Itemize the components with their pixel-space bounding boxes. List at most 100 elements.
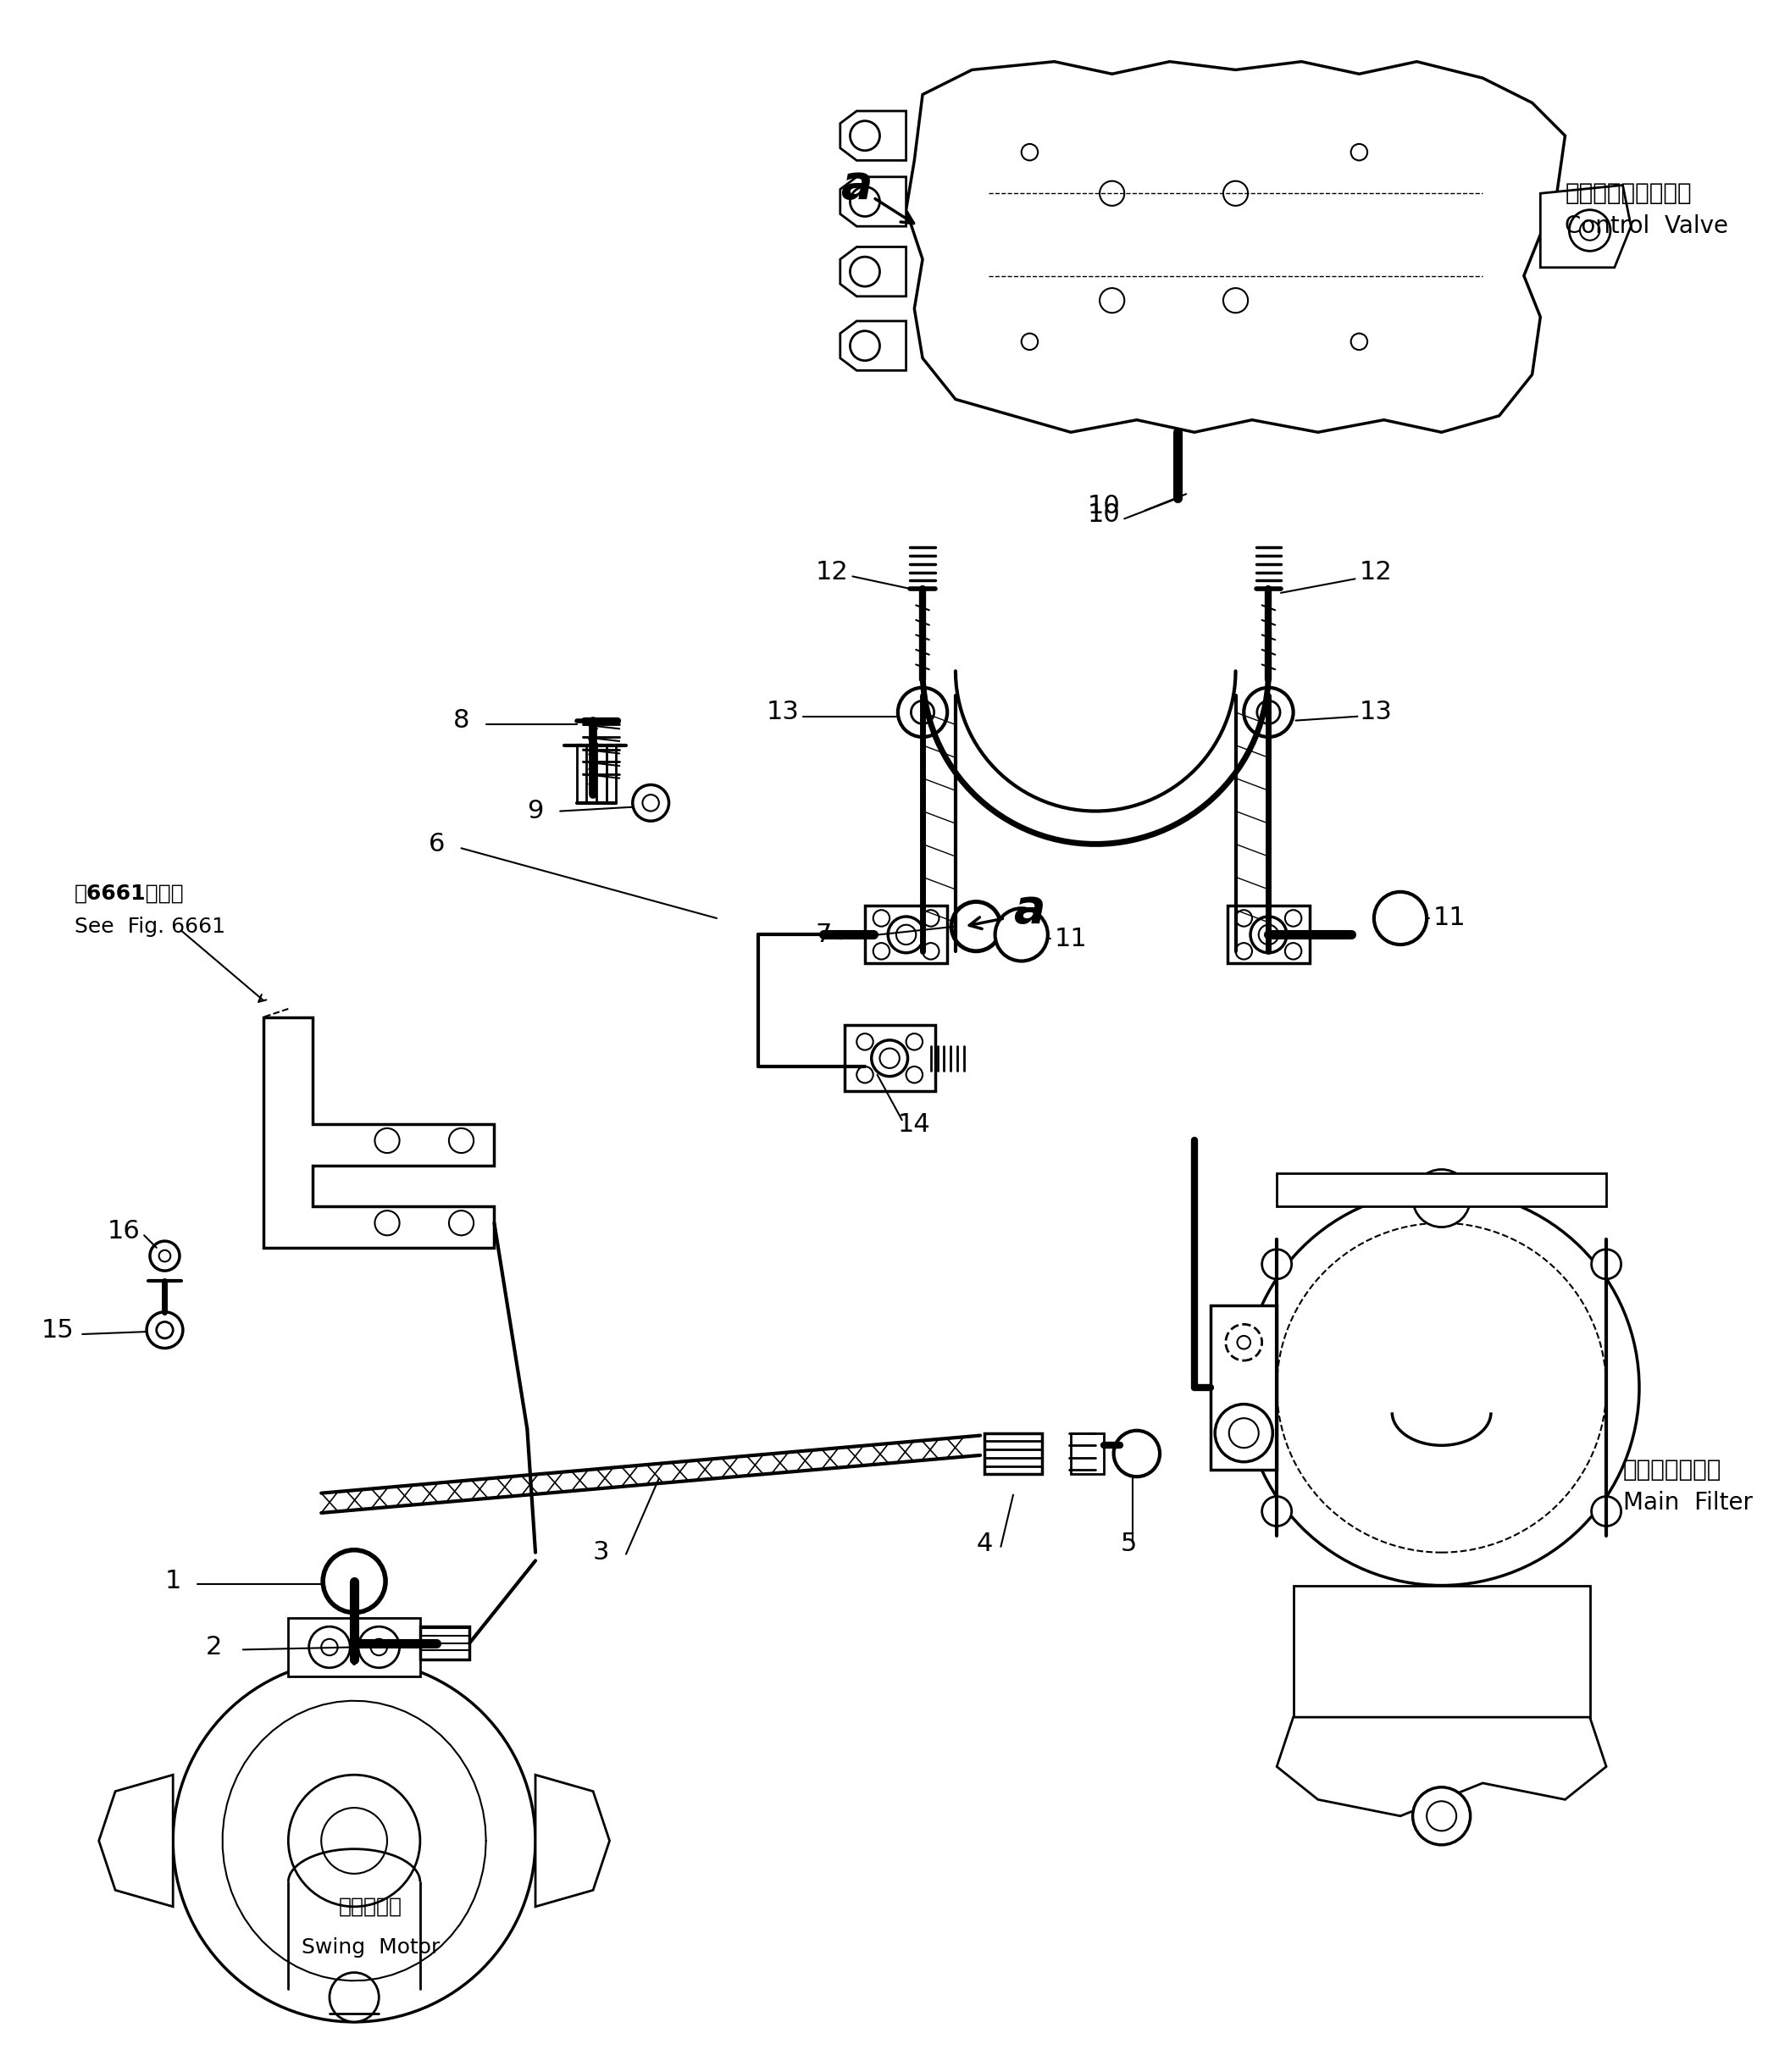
- Bar: [1211, 1305, 1276, 1469]
- Circle shape: [449, 1129, 474, 1152]
- Circle shape: [1245, 1189, 1639, 1585]
- Text: コントロールバルブ: コントロールバルブ: [1565, 182, 1692, 205]
- Text: a: a: [1013, 887, 1045, 932]
- Circle shape: [633, 785, 668, 821]
- Bar: [421, 1627, 470, 1660]
- Circle shape: [1591, 1249, 1621, 1278]
- Circle shape: [449, 1210, 474, 1235]
- Circle shape: [873, 943, 889, 959]
- Circle shape: [288, 1776, 421, 1906]
- Circle shape: [1413, 1169, 1471, 1227]
- Circle shape: [923, 943, 939, 959]
- Text: 10: 10: [1087, 493, 1121, 518]
- Text: 14: 14: [898, 1113, 930, 1135]
- Circle shape: [1022, 334, 1038, 350]
- Bar: [1292, 1585, 1589, 1718]
- Circle shape: [951, 901, 1001, 951]
- Text: 7: 7: [815, 922, 833, 947]
- Circle shape: [1100, 180, 1124, 205]
- Circle shape: [1236, 943, 1252, 959]
- Polygon shape: [840, 112, 907, 160]
- Circle shape: [923, 910, 939, 926]
- Circle shape: [1591, 1496, 1621, 1527]
- Circle shape: [873, 910, 889, 926]
- Circle shape: [322, 1639, 338, 1656]
- Circle shape: [907, 1067, 923, 1084]
- Text: 1: 1: [164, 1569, 180, 1593]
- Circle shape: [857, 1067, 873, 1084]
- Text: 11: 11: [1054, 926, 1087, 951]
- Polygon shape: [1276, 1718, 1607, 1815]
- Polygon shape: [907, 62, 1565, 433]
- Text: 12: 12: [815, 559, 849, 584]
- Circle shape: [1285, 910, 1301, 926]
- Text: Control  Valve: Control Valve: [1565, 215, 1729, 238]
- Circle shape: [375, 1129, 400, 1152]
- Text: 9: 9: [527, 800, 543, 823]
- Circle shape: [1413, 1788, 1471, 1844]
- Circle shape: [850, 120, 880, 151]
- Text: 8: 8: [453, 709, 470, 733]
- Text: See  Fig. 6661: See Fig. 6661: [74, 916, 225, 937]
- Bar: [865, 905, 948, 963]
- Circle shape: [642, 796, 659, 810]
- Text: 4: 4: [976, 1531, 992, 1556]
- Text: 11: 11: [1434, 905, 1466, 930]
- Circle shape: [896, 924, 916, 945]
- Text: 12: 12: [1360, 559, 1391, 584]
- Circle shape: [1022, 143, 1038, 160]
- Circle shape: [1223, 288, 1248, 313]
- Text: 旋回モータ: 旋回モータ: [339, 1896, 403, 1917]
- Bar: [1071, 1434, 1103, 1473]
- Circle shape: [1238, 1336, 1250, 1349]
- Circle shape: [1250, 916, 1287, 953]
- Polygon shape: [263, 1017, 495, 1247]
- Polygon shape: [288, 1618, 421, 1676]
- Circle shape: [1262, 1249, 1292, 1278]
- Polygon shape: [840, 247, 907, 296]
- Circle shape: [1427, 1801, 1457, 1832]
- Circle shape: [1114, 1430, 1160, 1477]
- Text: 13: 13: [766, 700, 799, 725]
- Text: 15: 15: [41, 1318, 74, 1343]
- Circle shape: [150, 1241, 180, 1270]
- Circle shape: [173, 1660, 536, 2022]
- Circle shape: [1100, 288, 1124, 313]
- Bar: [845, 1026, 935, 1092]
- Circle shape: [1257, 700, 1280, 723]
- Text: 6: 6: [428, 831, 446, 856]
- Circle shape: [888, 916, 925, 953]
- Circle shape: [1259, 924, 1278, 945]
- Circle shape: [159, 1249, 170, 1262]
- Polygon shape: [1540, 184, 1632, 267]
- Circle shape: [1236, 910, 1252, 926]
- Circle shape: [1374, 891, 1427, 945]
- Circle shape: [371, 1639, 387, 1656]
- Circle shape: [1351, 143, 1367, 160]
- Circle shape: [1285, 943, 1301, 959]
- Bar: [1227, 905, 1310, 963]
- Bar: [985, 1434, 1041, 1473]
- Text: a: a: [840, 162, 872, 207]
- Circle shape: [1229, 1417, 1259, 1448]
- Text: 13: 13: [1360, 700, 1391, 725]
- Circle shape: [309, 1627, 350, 1668]
- Text: 10: 10: [1087, 501, 1121, 526]
- Circle shape: [322, 1807, 387, 1873]
- Text: Main  Filter: Main Filter: [1623, 1492, 1752, 1515]
- Text: Swing  Motor: Swing Motor: [302, 1937, 440, 1958]
- Polygon shape: [840, 321, 907, 371]
- Text: 16: 16: [108, 1218, 140, 1243]
- Circle shape: [857, 1034, 873, 1051]
- Circle shape: [1225, 1324, 1262, 1361]
- Circle shape: [850, 257, 880, 286]
- Circle shape: [1245, 688, 1292, 738]
- Circle shape: [911, 700, 934, 723]
- Circle shape: [1215, 1405, 1273, 1463]
- Polygon shape: [840, 176, 907, 226]
- Circle shape: [850, 332, 880, 361]
- Circle shape: [1262, 1496, 1292, 1527]
- Polygon shape: [99, 1776, 173, 1906]
- Circle shape: [324, 1550, 385, 1612]
- Circle shape: [880, 1048, 900, 1069]
